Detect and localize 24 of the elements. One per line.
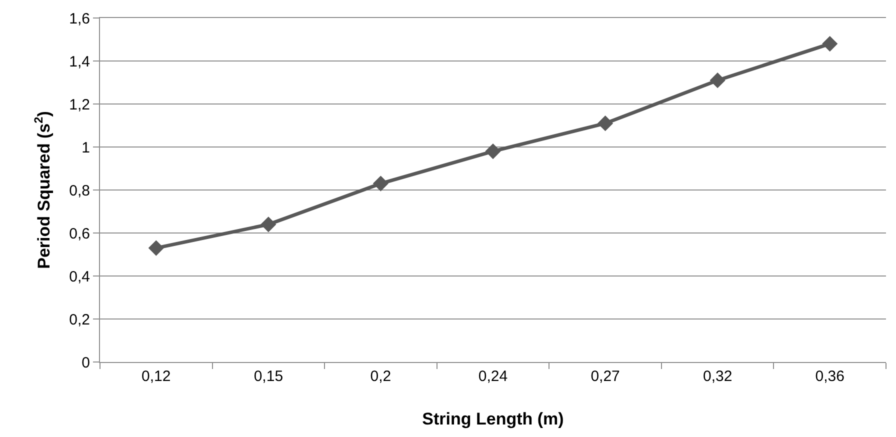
x-tick-label: 0,36 xyxy=(815,368,844,385)
y-tick-label: 0 xyxy=(82,354,90,372)
point xyxy=(372,176,389,192)
x-tick-label: 0,27 xyxy=(590,368,620,385)
x-tick-label: 0,12 xyxy=(142,368,171,385)
y-tick-label: 0,8 xyxy=(69,182,90,200)
y-tick-label: 1,6 xyxy=(69,10,90,28)
x-tick-label: 0,24 xyxy=(478,368,508,385)
y-tick-label: 1,2 xyxy=(69,96,90,114)
point xyxy=(485,144,501,160)
x-tick-label: 0,2 xyxy=(370,368,392,385)
y-tick-label: 1 xyxy=(82,139,90,156)
y-tick-label: 0,6 xyxy=(69,225,90,242)
point xyxy=(710,72,726,88)
point xyxy=(822,36,838,52)
y-tick-label: 0,2 xyxy=(69,311,90,328)
x-tick-label: 0,32 xyxy=(702,368,732,385)
y-tick-label: 1,4 xyxy=(69,53,90,70)
x-tick-label: 0,15 xyxy=(254,368,284,385)
point xyxy=(597,116,614,132)
x-axis-title: String Length (m) xyxy=(422,409,564,428)
y-tick-label: 0,4 xyxy=(69,268,90,286)
point xyxy=(148,240,164,256)
point xyxy=(260,216,276,232)
